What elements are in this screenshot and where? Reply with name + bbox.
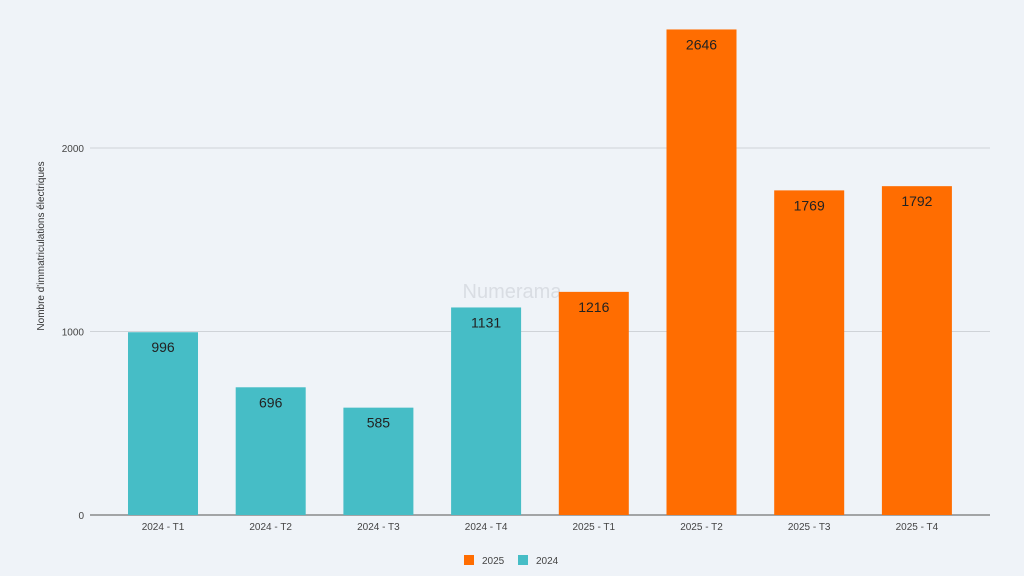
legend-label: 2024 (536, 556, 559, 567)
bar (235, 387, 306, 515)
legend-swatch (518, 555, 528, 565)
legend-swatch (464, 555, 474, 565)
x-tick-label: 2024 - T3 (357, 522, 400, 533)
bar (666, 29, 737, 516)
data-label: 585 (367, 415, 391, 431)
bar (343, 407, 414, 515)
bar (451, 307, 522, 515)
bar (881, 186, 952, 515)
x-tick-label: 2024 - T2 (249, 522, 292, 533)
data-label: 996 (151, 339, 175, 355)
legend-label: 2025 (482, 556, 505, 567)
y-tick-label: 0 (78, 511, 84, 522)
y-tick-label: 2000 (62, 144, 85, 155)
data-label: 696 (259, 394, 283, 410)
data-label: 2646 (686, 36, 717, 52)
data-label: 1769 (794, 197, 825, 213)
data-label: 1131 (471, 314, 501, 330)
x-tick-label: 2025 - T2 (680, 522, 723, 533)
y-tick-label: 1000 (62, 328, 85, 339)
x-tick-label: 2025 - T4 (896, 522, 939, 533)
bar (128, 332, 198, 515)
x-tick-label: 2024 - T4 (465, 522, 508, 533)
data-label: 1216 (578, 299, 609, 315)
bar (774, 190, 845, 516)
x-tick-label: 2025 - T3 (788, 522, 831, 533)
bar (558, 291, 629, 515)
data-label: 1792 (901, 193, 932, 209)
x-tick-label: 2025 - T1 (572, 522, 615, 533)
y-axis-label: Nombre d'immatriculations électriques (36, 161, 47, 330)
watermark: Numerama (463, 281, 563, 303)
x-tick-label: 2024 - T1 (142, 522, 185, 533)
